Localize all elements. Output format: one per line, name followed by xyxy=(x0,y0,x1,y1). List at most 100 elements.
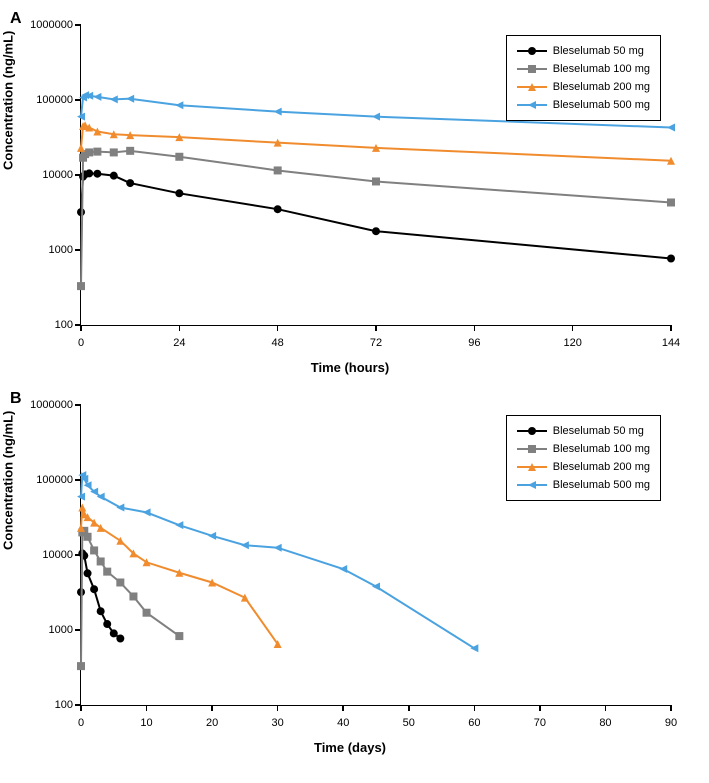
series-marker xyxy=(274,166,282,174)
series-marker xyxy=(667,255,675,263)
x-tick-label: 96 xyxy=(468,337,480,349)
series-marker xyxy=(93,93,101,101)
chart-panel-b: B 100100010000100000100000001020304050607… xyxy=(10,390,690,760)
series-line xyxy=(81,475,474,648)
legend-label: Bleselumab 50 mg xyxy=(553,425,644,437)
series-marker xyxy=(77,662,85,670)
series-marker xyxy=(339,565,347,573)
legend-item: Bleselumab 500 mg xyxy=(517,96,650,114)
series-marker xyxy=(110,95,118,103)
x-tick-label: 72 xyxy=(370,337,382,349)
legend-item: Bleselumab 500 mg xyxy=(517,476,650,494)
x-tick-label: 50 xyxy=(403,717,415,729)
series-marker xyxy=(84,533,92,541)
panel-label: B xyxy=(10,390,22,408)
series-marker xyxy=(103,568,111,576)
x-tick-label: 60 xyxy=(468,717,480,729)
series-marker xyxy=(274,108,282,116)
x-tick-label: 24 xyxy=(173,337,185,349)
series-marker xyxy=(93,170,101,178)
legend-item: Bleselumab 50 mg xyxy=(517,422,650,440)
x-axis-label: Time (hours) xyxy=(311,360,390,375)
series-marker xyxy=(667,123,675,131)
legend-item: Bleselumab 100 mg xyxy=(517,440,650,458)
series-marker xyxy=(175,153,183,161)
series-marker xyxy=(175,521,183,529)
legend-item: Bleselumab 50 mg xyxy=(517,42,650,60)
series-marker xyxy=(90,546,98,554)
legend: Bleselumab 50 mg Bleselumab 100 mg Blese… xyxy=(506,415,661,501)
series-marker xyxy=(208,532,216,540)
legend-label: Bleselumab 500 mg xyxy=(553,479,650,491)
y-tick-label: 1000 xyxy=(49,244,73,256)
y-tick-label: 100000 xyxy=(36,474,73,486)
legend-label: Bleselumab 200 mg xyxy=(553,461,650,473)
series-line xyxy=(81,553,120,638)
x-tick-label: 80 xyxy=(599,717,611,729)
series-marker xyxy=(85,148,93,156)
y-tick-label: 1000000 xyxy=(30,19,73,31)
series-marker xyxy=(97,557,105,565)
x-axis-label: Time (days) xyxy=(314,740,386,755)
y-tick-label: 10000 xyxy=(42,549,73,561)
x-tick-label: 30 xyxy=(272,717,284,729)
panel-label: A xyxy=(10,10,22,28)
legend-item: Bleselumab 200 mg xyxy=(517,78,650,96)
legend-label: Bleselumab 500 mg xyxy=(553,99,650,111)
series-line xyxy=(81,173,671,258)
plot-area: 1001000100001000001000000010203040506070… xyxy=(80,405,671,706)
legend-item: Bleselumab 100 mg xyxy=(517,60,650,78)
x-tick-label: 40 xyxy=(337,717,349,729)
series-marker xyxy=(372,227,380,235)
y-axis-label: Concentration (ng/mL) xyxy=(1,31,16,170)
series-marker xyxy=(116,578,124,586)
y-tick-label: 100 xyxy=(55,699,73,711)
series-marker xyxy=(103,620,111,628)
y-tick-label: 10000 xyxy=(42,169,73,181)
series-marker xyxy=(84,569,92,577)
series-marker xyxy=(97,607,105,615)
series-marker xyxy=(143,508,151,516)
series-marker xyxy=(274,544,282,552)
series-marker xyxy=(175,632,183,640)
series-marker xyxy=(110,148,118,156)
series-marker xyxy=(90,585,98,593)
legend-label: Bleselumab 100 mg xyxy=(553,443,650,455)
series-marker xyxy=(110,629,118,637)
series-marker xyxy=(78,503,86,511)
series-marker xyxy=(175,101,183,109)
series-marker xyxy=(110,172,118,180)
series-marker xyxy=(116,503,124,511)
x-tick-label: 90 xyxy=(665,717,677,729)
x-tick-label: 20 xyxy=(206,717,218,729)
legend-label: Bleselumab 200 mg xyxy=(553,81,650,93)
legend-label: Bleselumab 100 mg xyxy=(553,63,650,75)
y-tick-label: 100000 xyxy=(36,94,73,106)
series-marker xyxy=(85,169,93,177)
x-tick-label: 144 xyxy=(662,337,680,349)
series-marker xyxy=(84,481,92,489)
legend: Bleselumab 50 mg Bleselumab 100 mg Blese… xyxy=(506,35,661,121)
series-marker xyxy=(175,189,183,197)
series-marker xyxy=(372,583,380,591)
y-axis-label: Concentration (ng/mL) xyxy=(1,411,16,550)
series-marker xyxy=(129,592,137,600)
series-marker xyxy=(93,148,101,156)
y-tick-label: 100 xyxy=(55,319,73,331)
chart-panel-a: A 100100010000100000100000002448729612014… xyxy=(10,10,690,380)
series-marker xyxy=(126,147,134,155)
plot-area: 1001000100001000001000000024487296120144… xyxy=(80,25,671,326)
x-tick-label: 10 xyxy=(140,717,152,729)
series-marker xyxy=(667,198,675,206)
x-tick-label: 0 xyxy=(78,337,84,349)
series-marker xyxy=(126,179,134,187)
y-tick-label: 1000 xyxy=(49,624,73,636)
series-marker xyxy=(241,594,249,602)
x-tick-label: 70 xyxy=(534,717,546,729)
series-marker xyxy=(116,635,124,643)
series-marker xyxy=(77,208,85,216)
series-marker xyxy=(372,177,380,185)
series-marker xyxy=(143,609,151,617)
legend-label: Bleselumab 50 mg xyxy=(553,45,644,57)
x-tick-label: 120 xyxy=(563,337,581,349)
